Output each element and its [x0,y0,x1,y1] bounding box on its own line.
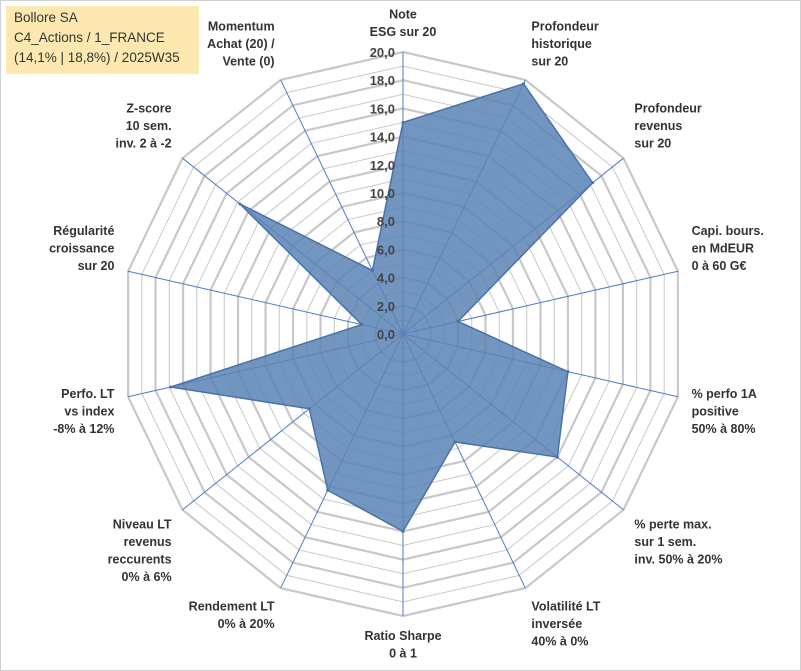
axis-label-line: 40% à 0% [531,635,588,649]
axis-label-line: sur 20 [634,136,671,150]
tick-label: 6,0 [377,242,395,257]
axis-label-line: historique [531,37,591,51]
tick-label: 14,0 [370,130,395,145]
axis-label-line: 0 à 60 G€ [692,259,747,273]
title-company: Bollore SA [14,10,78,25]
tick-label: 16,0 [370,101,395,116]
axis-label-line: sur 20 [531,54,568,68]
data-point [566,370,570,374]
axis-label-line: inversée [531,617,582,631]
axis-label-line: 0% à 20% [218,617,275,631]
axis-label-line: inv. 2 à -2 [116,136,172,150]
tick-label: 20,0 [370,45,395,60]
axis-label: Z-score 10 sem. inv. 2 à -2 [116,101,172,150]
axis-label: Profondeur revenus sur 20 [634,101,701,150]
tick-label: 0,0 [377,327,395,342]
axis-label: Perfo. LT vs index -8% à 12% [53,387,115,436]
data-point [522,82,526,86]
data-point [326,488,330,492]
axis-label-line: croissance [49,242,114,256]
tick-label: 8,0 [377,214,395,229]
data-point [456,319,460,323]
tick-label: 4,0 [377,271,395,286]
data-point [169,385,173,389]
axis-label: % perfo 1A positive 50% à 80% [692,387,757,436]
data-point [591,181,595,185]
axis-label-line: en MdEUR [692,242,755,256]
chart-title-box: Bollore SA C4_Actions / 1_FRANCE (14,1% … [6,6,199,74]
axis-label-line: vs index [64,404,114,418]
axis-label: Rendement LT 0% à 20% [189,600,275,632]
axis-label: Volatilité LT inversée 40% à 0% [531,600,600,649]
axis-label-line: Note [389,8,417,22]
axis-label-line: inv. 50% à 20% [634,553,722,567]
axis-label-line: % perfo 1A [692,387,757,401]
title-stats: (14,1% | 18,8%) / 2025W35 [14,50,180,65]
axis-label-line: Achat (20) / [207,37,275,51]
axis-labels: Note ESG sur 20 Profondeur historique sur 20… [49,8,764,661]
axis-label-line: 50% à 80% [692,422,756,436]
radar-series [169,82,595,533]
axis-label-line: sur 20 [78,259,115,273]
axis-label-line: ESG sur 20 [370,25,437,39]
axis-label-line: Volatilité LT [531,600,600,614]
axis-label: Capi. bours. en MdEUR 0 à 60 G€ [692,224,764,273]
axis-label-line: revenus [634,119,682,133]
axis-label-line: 0% à 6% [122,570,172,584]
axis-label-line: 10 sem. [126,119,172,133]
axis-label-line: Profondeur [634,101,701,115]
axis-label-line: sur 1 sem. [634,535,696,549]
data-point [307,407,311,411]
axis-label-line: Perfo. LT [61,387,115,401]
axis-label-line: Régularité [53,224,114,238]
title-category: C4_Actions / 1_FRANCE [14,30,165,45]
data-point [401,529,405,533]
axis-label-line: Niveau LT [113,518,172,532]
axis-label-line: Profondeur [531,19,598,33]
axis-label: Ratio Sharpe 0 à 1 [364,629,441,661]
axis-label: Note ESG sur 20 [370,8,437,40]
axis-label: Momentum Achat (20) / Vente (0) [207,19,275,68]
axis-label-line: Momentum [208,19,275,33]
tick-label: 18,0 [370,73,395,88]
axis-label-line: reccurents [108,553,172,567]
tick-label: 2,0 [377,299,395,314]
axis-label-line: % perte max. [634,518,711,532]
axis-label-line: Vente (0) [222,54,274,68]
data-point [238,202,242,206]
axis-label-line: positive [692,404,739,418]
data-point [370,268,374,272]
data-point [360,323,364,327]
data-point [555,455,559,459]
axis-label: Profondeur historique sur 20 [531,19,598,68]
tick-label: 12,0 [370,158,395,173]
axis-label-line: -8% à 12% [53,422,114,436]
axis-label: % perte max. sur 1 sem. inv. 50% à 20% [634,518,722,567]
axis-label-line: Rendement LT [189,600,275,614]
radial-tick-labels: 0,0 2,0 4,0 6,0 8,0 10,0 12,0 14,0 16,0 18,0 20,0 [370,45,395,342]
axis-label-line: 0 à 1 [389,647,417,661]
axis-spoke [127,270,404,335]
axis-label-line: revenus [124,535,172,549]
tick-label: 10,0 [370,186,395,201]
data-point [453,440,457,444]
axis-label-line: Ratio Sharpe [364,629,441,643]
axis-label: Niveau LT revenus reccurents 0% à 6% [108,518,172,585]
data-point [401,121,405,124]
axis-label: Régularité croissance sur 20 [49,224,114,273]
axis-label-line: Z-score [126,101,171,115]
axis-label-line: Capi. bours. [692,224,764,238]
